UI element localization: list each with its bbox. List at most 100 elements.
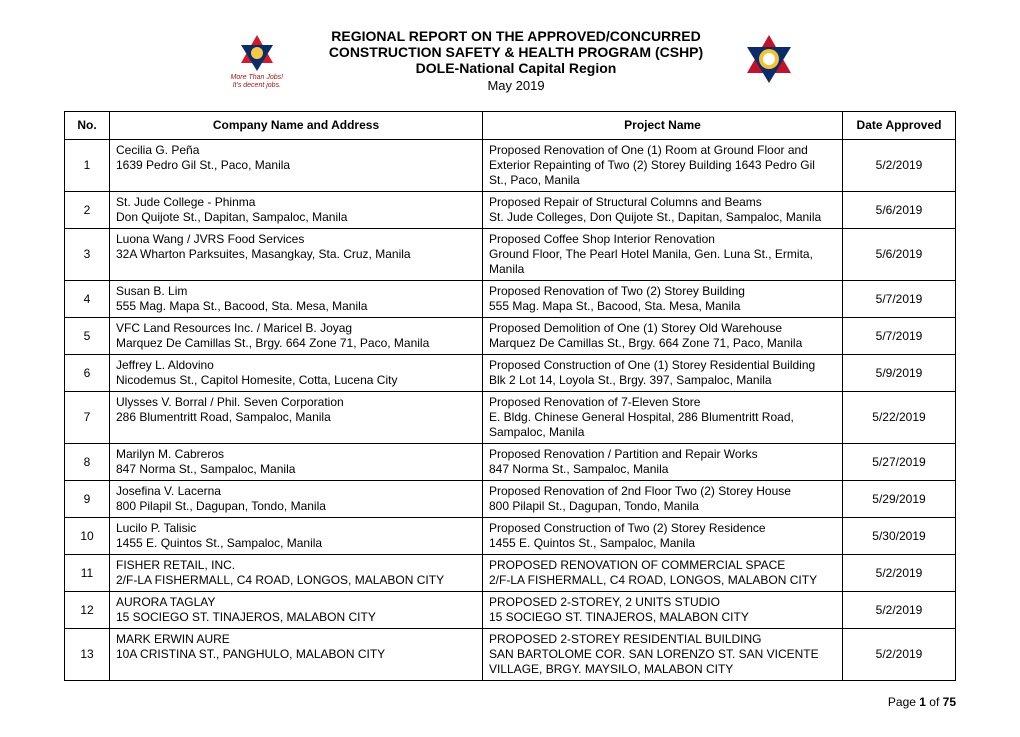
- title-line-2: CONSTRUCTION SAFETY & HEALTH PROGRAM (CS…: [329, 44, 703, 60]
- cell-project: PROPOSED 2-STOREY RESIDENTIAL BUILDINGSA…: [483, 629, 843, 681]
- cell-project: Proposed Renovation of One (1) Room at G…: [483, 140, 843, 192]
- table-row: 5 VFC Land Resources Inc. / Maricel B. Jo…: [65, 318, 956, 355]
- th-date: Date Approved: [843, 112, 956, 140]
- cell-date: 5/6/2019: [843, 192, 956, 229]
- table-row: 9Josefina V. Lacerna800 Pilapil St., Dag…: [65, 481, 956, 518]
- logo-script-2: It's decent jobs.: [233, 82, 281, 89]
- cell-project: Proposed Renovation of Two (2) Storey Bu…: [483, 281, 843, 318]
- company-address: Don Quijote St., Dapitan, Sampaloc, Mani…: [116, 210, 476, 225]
- company-name: Jeffrey L. Aldovino: [116, 358, 476, 373]
- company-address: Marquez De Camillas St., Brgy. 664 Zone …: [116, 336, 476, 351]
- cell-company: Susan B. Lim555 Mag. Mapa St., Bacood, S…: [110, 281, 483, 318]
- cell-company: VFC Land Resources Inc. / Maricel B. Joy…: [110, 318, 483, 355]
- cell-company: FISHER RETAIL, INC.2/F-LA FISHERMALL, C4…: [110, 555, 483, 592]
- company-name: Josefina V. Lacerna: [116, 484, 476, 499]
- company-address: 555 Mag. Mapa St., Bacood, Sta. Mesa, Ma…: [116, 299, 476, 314]
- cell-project: PROPOSED 2-STOREY, 2 UNITS STUDIO15 SOCI…: [483, 592, 843, 629]
- cell-no: 8: [65, 444, 110, 481]
- page-footer: Page 1 of 75: [64, 695, 956, 709]
- company-name: FISHER RETAIL, INC.: [116, 558, 476, 573]
- cell-project: Proposed Renovation of 2nd Floor Two (2)…: [483, 481, 843, 518]
- cell-company: Josefina V. Lacerna800 Pilapil St., Dagu…: [110, 481, 483, 518]
- cell-project: Proposed Renovation / Partition and Repa…: [483, 444, 843, 481]
- cell-no: 4: [65, 281, 110, 318]
- company-address: 10A CRISTINA ST., PANGHULO, MALABON CITY: [116, 647, 476, 662]
- cell-date: 5/7/2019: [843, 281, 956, 318]
- dole-logo-left: More Than Jobs! It's decent jobs.: [225, 33, 289, 89]
- title-date: May 2019: [329, 78, 703, 93]
- cell-date: 5/27/2019: [843, 444, 956, 481]
- table-row: 12AURORA TAGLAY15 SOCIEGO ST. TINAJEROS,…: [65, 592, 956, 629]
- cell-company: AURORA TAGLAY15 SOCIEGO ST. TINAJEROS, M…: [110, 592, 483, 629]
- company-address: 15 SOCIEGO ST. TINAJEROS, MALABON CITY: [116, 610, 476, 625]
- logo-script-1: More Than Jobs!: [231, 74, 284, 81]
- document-header: More Than Jobs! It's decent jobs. REGION…: [64, 28, 956, 93]
- cell-date: 5/2/2019: [843, 555, 956, 592]
- th-company: Company Name and Address: [110, 112, 483, 140]
- th-no: No.: [65, 112, 110, 140]
- table-row: 4Susan B. Lim555 Mag. Mapa St., Bacood, …: [65, 281, 956, 318]
- table-row: 11FISHER RETAIL, INC.2/F-LA FISHERMALL, …: [65, 555, 956, 592]
- company-name: MARK ERWIN AURE: [116, 632, 476, 647]
- cell-project: Proposed Repair of Structural Columns an…: [483, 192, 843, 229]
- agency-logo-right: [743, 33, 795, 89]
- company-address: 1455 E. Quintos St., Sampaloc, Manila: [116, 536, 476, 551]
- table-row: 7 Ulysses V. Borral / Phil. Seven Corpora…: [65, 392, 956, 444]
- title-line-1: REGIONAL REPORT ON THE APPROVED/CONCURRE…: [329, 28, 703, 44]
- table-row: 3Luona Wang / JVRS Food Services32A Whar…: [65, 229, 956, 281]
- cell-no: 1: [65, 140, 110, 192]
- table-header-row: No. Company Name and Address Project Nam…: [65, 112, 956, 140]
- page-current: 1: [919, 695, 926, 709]
- cell-no: 7: [65, 392, 110, 444]
- company-name: VFC Land Resources Inc. / Maricel B. Joy…: [116, 321, 476, 336]
- cell-company: MARK ERWIN AURE10A CRISTINA ST., PANGHUL…: [110, 629, 483, 681]
- company-name: Cecilia G. Peña: [116, 143, 476, 158]
- table-row: 13MARK ERWIN AURE10A CRISTINA ST., PANGH…: [65, 629, 956, 681]
- cell-no: 6: [65, 355, 110, 392]
- company-name: AURORA TAGLAY: [116, 595, 476, 610]
- cell-no: 11: [65, 555, 110, 592]
- company-address: 847 Norma St., Sampaloc, Manila: [116, 462, 476, 477]
- report-table: No. Company Name and Address Project Nam…: [64, 111, 956, 681]
- company-name: Lucilo P. Talisic: [116, 521, 476, 536]
- company-address: 286 Blumentritt Road, Sampaloc, Manila: [116, 410, 476, 425]
- company-name: Susan B. Lim: [116, 284, 476, 299]
- cell-project: PROPOSED RENOVATION OF COMMERCIAL SPACE2…: [483, 555, 843, 592]
- table-row: 6Jeffrey L. AldovinoNicodemus St., Capit…: [65, 355, 956, 392]
- page-of: of: [926, 695, 943, 709]
- cell-no: 10: [65, 518, 110, 555]
- company-name: St. Jude College - Phinma: [116, 195, 476, 210]
- cell-company: Marilyn M. Cabreros847 Norma St., Sampal…: [110, 444, 483, 481]
- cell-date: 5/7/2019: [843, 318, 956, 355]
- company-name: Ulysses V. Borral / Phil. Seven Corporat…: [116, 395, 476, 410]
- cell-date: 5/29/2019: [843, 481, 956, 518]
- cell-company: Ulysses V. Borral / Phil. Seven Corporat…: [110, 392, 483, 444]
- table-row: 2St. Jude College - PhinmaDon Quijote St…: [65, 192, 956, 229]
- company-name: Luona Wang / JVRS Food Services: [116, 232, 476, 247]
- cell-date: 5/22/2019: [843, 392, 956, 444]
- title-line-3: DOLE-National Capital Region: [329, 60, 703, 76]
- cell-date: 5/9/2019: [843, 355, 956, 392]
- table-row: 1Cecilia G. Peña1639 Pedro Gil St., Paco…: [65, 140, 956, 192]
- th-project: Project Name: [483, 112, 843, 140]
- cell-project: Proposed Renovation of 7-Eleven StoreE. …: [483, 392, 843, 444]
- cell-date: 5/30/2019: [843, 518, 956, 555]
- cell-project: Proposed Demolition of One (1) Storey Ol…: [483, 318, 843, 355]
- cell-date: 5/2/2019: [843, 592, 956, 629]
- cell-company: Cecilia G. Peña1639 Pedro Gil St., Paco,…: [110, 140, 483, 192]
- company-address: Nicodemus St., Capitol Homesite, Cotta, …: [116, 373, 476, 388]
- cell-no: 12: [65, 592, 110, 629]
- cell-company: Jeffrey L. AldovinoNicodemus St., Capito…: [110, 355, 483, 392]
- company-address: 2/F-LA FISHERMALL, C4 ROAD, LONGOS, MALA…: [116, 573, 476, 588]
- cell-no: 9: [65, 481, 110, 518]
- cell-company: St. Jude College - PhinmaDon Quijote St.…: [110, 192, 483, 229]
- cell-no: 2: [65, 192, 110, 229]
- title-block: REGIONAL REPORT ON THE APPROVED/CONCURRE…: [329, 28, 703, 93]
- cell-no: 5: [65, 318, 110, 355]
- company-address: 800 Pilapil St., Dagupan, Tondo, Manila: [116, 499, 476, 514]
- company-name: Marilyn M. Cabreros: [116, 447, 476, 462]
- page-label: Page: [888, 695, 919, 709]
- cell-project: Proposed Coffee Shop Interior Renovation…: [483, 229, 843, 281]
- cell-date: 5/2/2019: [843, 629, 956, 681]
- table-row: 10 Lucilo P. Talisic1455 E. Quintos St., …: [65, 518, 956, 555]
